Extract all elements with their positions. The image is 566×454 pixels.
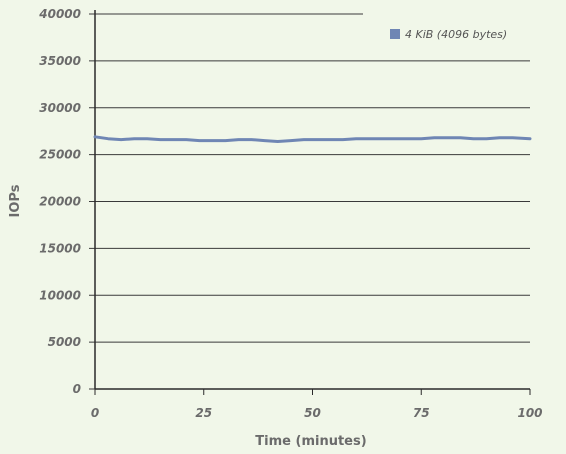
- y-tick-label: 40000: [38, 7, 81, 21]
- y-tick-label: 20000: [39, 195, 81, 209]
- series-layer: [93, 135, 532, 143]
- axes: [94, 10, 530, 390]
- legend-swatch: [390, 29, 400, 39]
- x-tick-label: 100: [517, 406, 542, 420]
- series-line-0: [93, 135, 532, 143]
- y-tick-labels: 0 5000 10000 15000 20000 25000 30000 35000 40000: [38, 7, 81, 396]
- x-tick-label: 25: [195, 406, 212, 420]
- x-tick-label: 50: [304, 406, 321, 420]
- legend-label: 4 KiB (4096 bytes): [405, 28, 507, 41]
- x-tick-label: 0: [91, 406, 99, 420]
- y-tick-label: 25000: [39, 148, 81, 162]
- x-tick-labels: 0 25 50 75 100: [91, 389, 543, 420]
- x-tick-label: 75: [413, 406, 430, 420]
- y-tick-label: 15000: [39, 241, 81, 255]
- grid-lines: [89, 13, 530, 390]
- y-tick-label: 5000: [48, 335, 81, 349]
- y-tick-label: 35000: [39, 54, 81, 68]
- x-axis-title: Time (minutes): [255, 434, 366, 449]
- y-tick-label: 0: [73, 382, 81, 396]
- y-tick-label: 10000: [39, 288, 81, 302]
- y-tick-label: 30000: [39, 101, 81, 115]
- legend: 4 KiB (4096 bytes): [390, 28, 507, 41]
- y-axis-title: IOPs: [8, 184, 23, 217]
